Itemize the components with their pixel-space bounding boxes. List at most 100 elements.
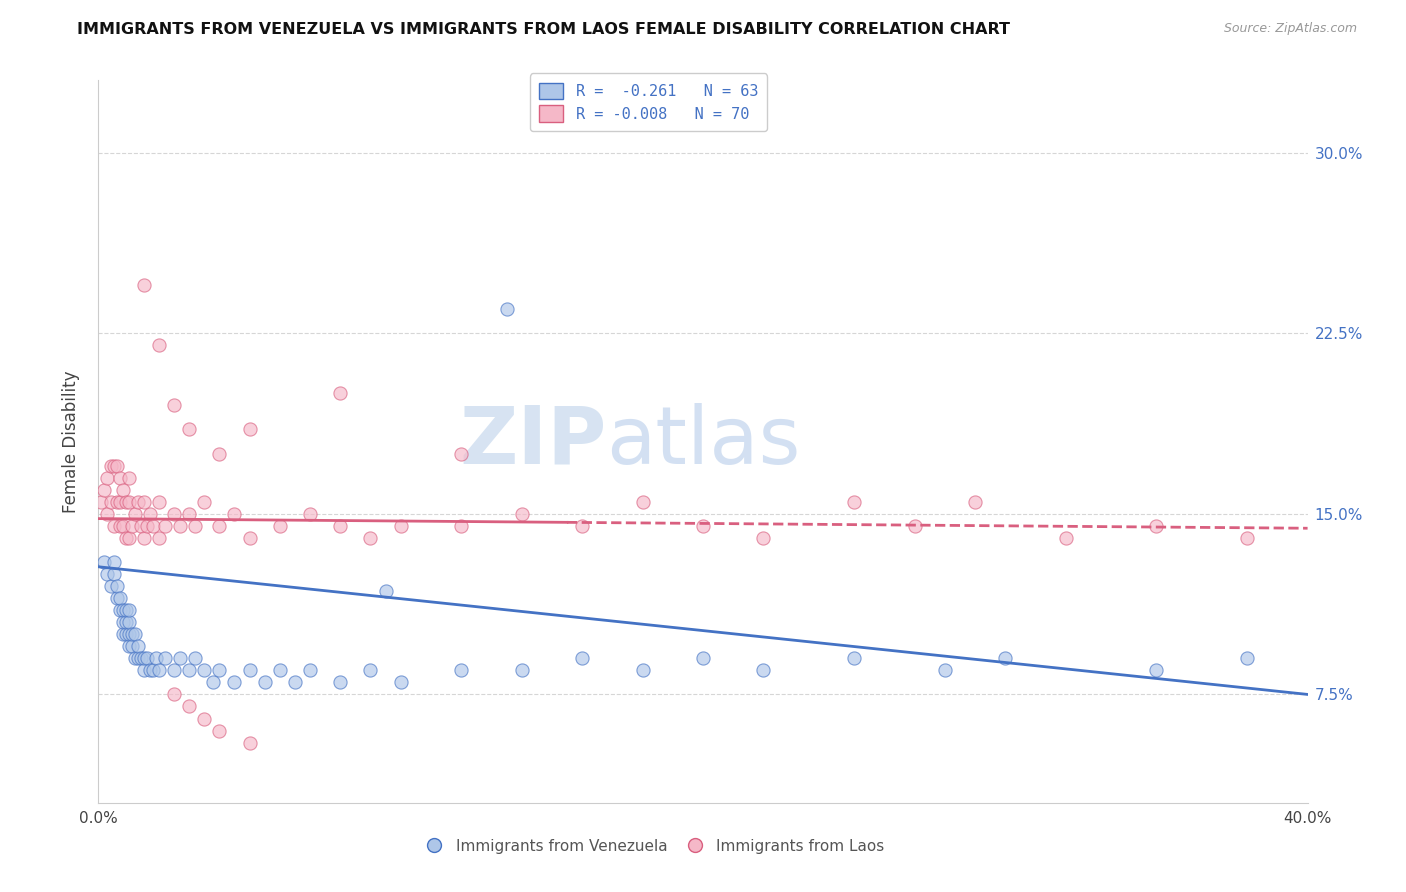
Point <box>135 519 157 533</box>
Point <box>329 386 352 401</box>
Text: IMMIGRANTS FROM VENEZUELA VS IMMIGRANTS FROM LAOS FEMALE DISABILITY CORRELATION : IMMIGRANTS FROM VENEZUELA VS IMMIGRANTS … <box>77 22 1011 37</box>
Point <box>904 519 927 533</box>
Point <box>100 494 122 508</box>
Point <box>284 675 307 690</box>
Point <box>132 651 155 665</box>
Point <box>132 531 155 545</box>
Point <box>108 603 131 617</box>
Point <box>163 507 186 521</box>
Point <box>239 735 262 749</box>
Point <box>224 675 246 690</box>
Point <box>142 519 165 533</box>
Point <box>105 494 128 508</box>
Point <box>208 447 231 461</box>
Point <box>111 603 134 617</box>
Point <box>118 603 141 617</box>
Point <box>100 458 122 473</box>
Point <box>202 675 225 690</box>
Point <box>360 664 382 678</box>
Point <box>103 458 125 473</box>
Point <box>163 687 186 701</box>
Point <box>100 579 122 593</box>
Point <box>121 639 143 653</box>
Point <box>114 494 136 508</box>
Point <box>108 591 131 606</box>
Point <box>329 519 352 533</box>
Point <box>103 567 125 582</box>
Point <box>208 664 231 678</box>
Point <box>121 627 143 641</box>
Point <box>179 699 201 714</box>
Point <box>169 519 191 533</box>
Point <box>510 664 533 678</box>
Point <box>329 675 352 690</box>
Point <box>179 664 201 678</box>
Point <box>129 519 152 533</box>
Point <box>193 664 215 678</box>
Point <box>224 507 246 521</box>
Point <box>142 664 165 678</box>
Point <box>103 519 125 533</box>
Point <box>934 664 956 678</box>
Point <box>692 651 714 665</box>
Point <box>124 627 146 641</box>
Point <box>114 603 136 617</box>
Point <box>139 507 162 521</box>
Point <box>121 519 143 533</box>
Point <box>129 651 152 665</box>
Point <box>239 664 262 678</box>
Point <box>571 651 593 665</box>
Point <box>96 567 118 582</box>
Point <box>111 519 134 533</box>
Point <box>208 519 231 533</box>
Point <box>132 664 155 678</box>
Point <box>96 471 118 485</box>
Point <box>844 651 866 665</box>
Point <box>450 447 472 461</box>
Point <box>148 494 170 508</box>
Point <box>93 555 115 569</box>
Point <box>105 591 128 606</box>
Point <box>118 627 141 641</box>
Point <box>132 278 155 293</box>
Point <box>495 302 517 317</box>
Point <box>374 583 396 598</box>
Point <box>965 494 987 508</box>
Point <box>1144 664 1167 678</box>
Point <box>389 519 412 533</box>
Point <box>103 555 125 569</box>
Point <box>108 519 131 533</box>
Point <box>108 471 131 485</box>
Point <box>114 627 136 641</box>
Point <box>179 423 201 437</box>
Point <box>299 664 322 678</box>
Point <box>239 423 262 437</box>
Point <box>631 494 654 508</box>
Point <box>93 483 115 497</box>
Text: ZIP: ZIP <box>458 402 606 481</box>
Point <box>844 494 866 508</box>
Point <box>752 664 775 678</box>
Point <box>127 494 149 508</box>
Point <box>118 471 141 485</box>
Point <box>111 615 134 630</box>
Y-axis label: Female Disability: Female Disability <box>62 370 80 513</box>
Point <box>179 507 201 521</box>
Point <box>184 651 207 665</box>
Point <box>118 615 141 630</box>
Point <box>184 519 207 533</box>
Point <box>163 398 186 412</box>
Point <box>148 338 170 352</box>
Point <box>360 531 382 545</box>
Point <box>124 507 146 521</box>
Point <box>90 494 112 508</box>
Point <box>111 483 134 497</box>
Point <box>118 531 141 545</box>
Point <box>135 651 157 665</box>
Point <box>111 627 134 641</box>
Point <box>239 531 262 545</box>
Point <box>132 494 155 508</box>
Point <box>145 651 167 665</box>
Point <box>299 507 322 521</box>
Point <box>994 651 1017 665</box>
